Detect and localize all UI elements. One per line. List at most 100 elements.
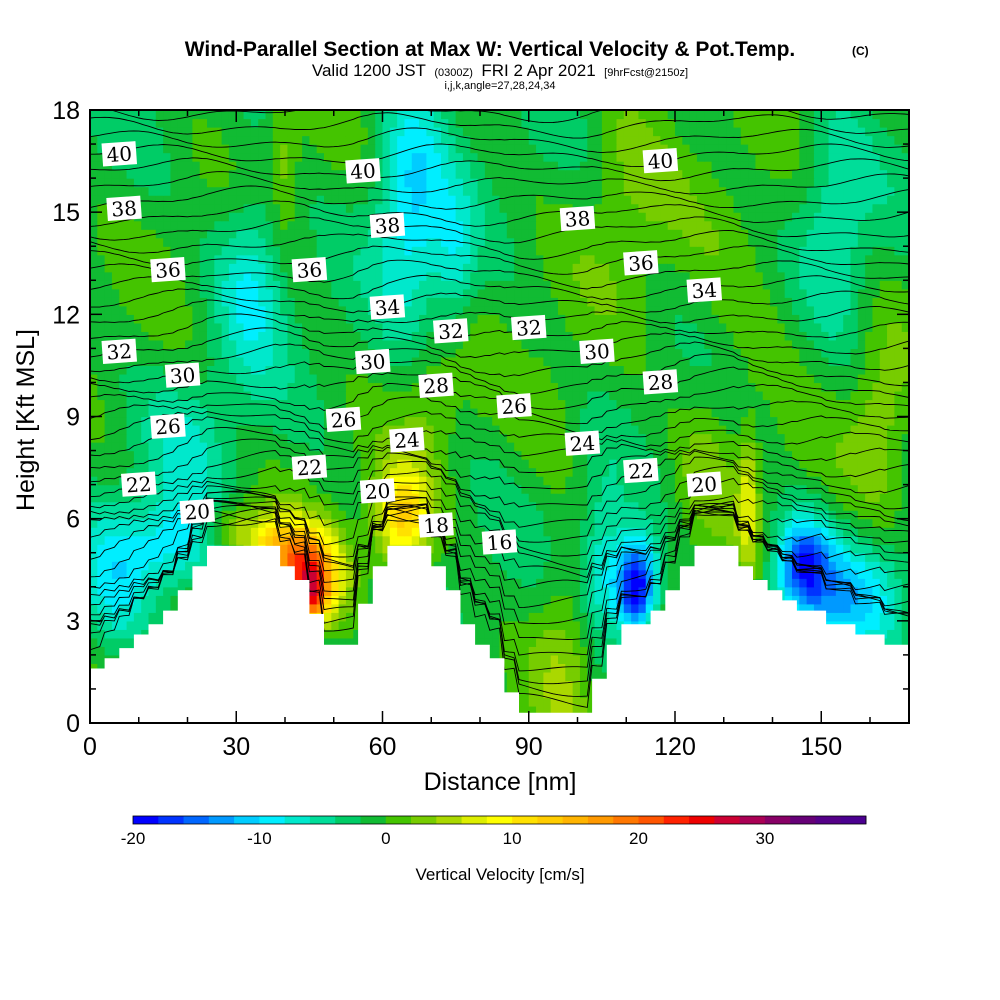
heatmap-cell xyxy=(521,510,530,520)
heatmap-cell xyxy=(265,527,274,537)
heatmap-cell xyxy=(514,544,523,554)
heatmap-cell xyxy=(843,569,852,579)
heatmap-cell xyxy=(777,450,786,460)
heatmap-cell xyxy=(353,399,362,409)
heatmap-cell xyxy=(821,382,830,392)
heatmap-cell xyxy=(821,348,830,358)
heatmap-cell xyxy=(616,425,625,435)
heatmap-cell xyxy=(755,407,764,418)
heatmap-cell xyxy=(236,518,245,528)
heatmap-cell xyxy=(872,484,881,494)
heatmap-cell xyxy=(104,450,113,460)
heatmap-cell xyxy=(792,510,800,520)
heatmap-cell xyxy=(835,518,844,528)
heatmap-cell xyxy=(865,407,874,418)
heatmap-cell xyxy=(331,510,340,520)
heatmap-cell xyxy=(419,407,427,418)
heatmap-cell xyxy=(521,365,530,375)
heatmap-cell xyxy=(755,382,764,392)
heatmap-cell xyxy=(367,586,376,596)
heatmap-cell xyxy=(389,459,398,469)
heatmap-cell xyxy=(148,518,157,528)
heatmap-cell xyxy=(397,407,406,418)
heatmap-cell xyxy=(265,433,274,443)
heatmap-cell xyxy=(521,493,530,503)
heatmap-cell xyxy=(462,578,471,588)
heatmap-cell xyxy=(477,373,486,384)
heatmap-cell xyxy=(536,425,544,435)
heatmap-cell xyxy=(792,586,800,596)
heatmap-cell xyxy=(843,603,852,613)
heatmap-cell xyxy=(426,365,435,375)
heatmap-cell xyxy=(748,390,757,401)
heatmap-cell xyxy=(141,629,150,639)
heatmap-cell xyxy=(558,671,566,682)
heatmap-cell xyxy=(470,459,479,469)
heatmap-cell xyxy=(170,459,179,469)
heatmap-cell xyxy=(675,578,683,588)
heatmap-cell xyxy=(645,450,654,460)
heatmap-cell xyxy=(104,390,113,401)
heatmap-cell xyxy=(733,510,742,520)
heatmap-cell xyxy=(799,476,808,486)
heatmap-cell xyxy=(675,382,683,392)
heatmap-cell xyxy=(207,373,215,384)
heatmap-cell xyxy=(258,390,267,401)
heatmap-cell xyxy=(601,578,610,588)
heatmap-cell xyxy=(170,510,179,520)
chart-title-suffix: (C) xyxy=(852,44,869,58)
heatmap-cell xyxy=(302,510,310,520)
heatmap-cell xyxy=(762,382,771,392)
heatmap-cell xyxy=(821,467,830,477)
heatmap-cell xyxy=(477,586,486,596)
heatmap-cell xyxy=(748,501,757,511)
heatmap-cell xyxy=(448,348,457,358)
heatmap-cell xyxy=(294,552,303,562)
heatmap-cell xyxy=(806,586,815,596)
heatmap-cell xyxy=(579,578,588,588)
heatmap-cell xyxy=(90,654,98,664)
heatmap-cell xyxy=(850,476,859,486)
heatmap-cell xyxy=(280,365,289,375)
heatmap-cell xyxy=(470,433,479,443)
heatmap-cell xyxy=(609,390,618,401)
heatmap-cell xyxy=(579,646,588,656)
heatmap-cell xyxy=(594,578,603,588)
heatmap-cell xyxy=(119,612,128,622)
heatmap-cell xyxy=(177,450,186,460)
heatmap-cell xyxy=(455,459,464,469)
heatmap-cell xyxy=(521,680,530,690)
heatmap-cell xyxy=(236,416,245,426)
heatmap-cell xyxy=(375,527,384,537)
heatmap-cell xyxy=(543,518,552,528)
heatmap-cell xyxy=(177,484,186,494)
heatmap-cell xyxy=(901,373,909,384)
heatmap-cell xyxy=(755,527,764,537)
heatmap-cell xyxy=(638,390,647,401)
heatmap-cell xyxy=(645,442,654,452)
heatmap-cell xyxy=(272,416,281,426)
heatmap-cell xyxy=(711,450,720,460)
heatmap-cell xyxy=(558,442,566,452)
heatmap-cell xyxy=(111,459,120,469)
heatmap-cell xyxy=(594,407,603,418)
heatmap-cell xyxy=(97,518,106,528)
heatmap-cell xyxy=(411,399,420,409)
heatmap-cell xyxy=(382,544,391,554)
heatmap-cell xyxy=(623,365,632,375)
heatmap-cell xyxy=(141,348,150,358)
heatmap-cell xyxy=(601,663,610,673)
heatmap-cell xyxy=(433,339,442,349)
heatmap-cell xyxy=(331,399,340,409)
heatmap-cell xyxy=(601,425,610,435)
heatmap-cell xyxy=(843,544,852,554)
heatmap-cell xyxy=(579,365,588,375)
heatmap-cell xyxy=(726,484,735,494)
heatmap-cell xyxy=(865,450,874,460)
heatmap-cell xyxy=(835,535,844,545)
heatmap-cell xyxy=(616,373,625,384)
heatmap-cell xyxy=(631,552,640,562)
heatmap-cell xyxy=(587,459,596,469)
heatmap-cell xyxy=(367,552,376,562)
